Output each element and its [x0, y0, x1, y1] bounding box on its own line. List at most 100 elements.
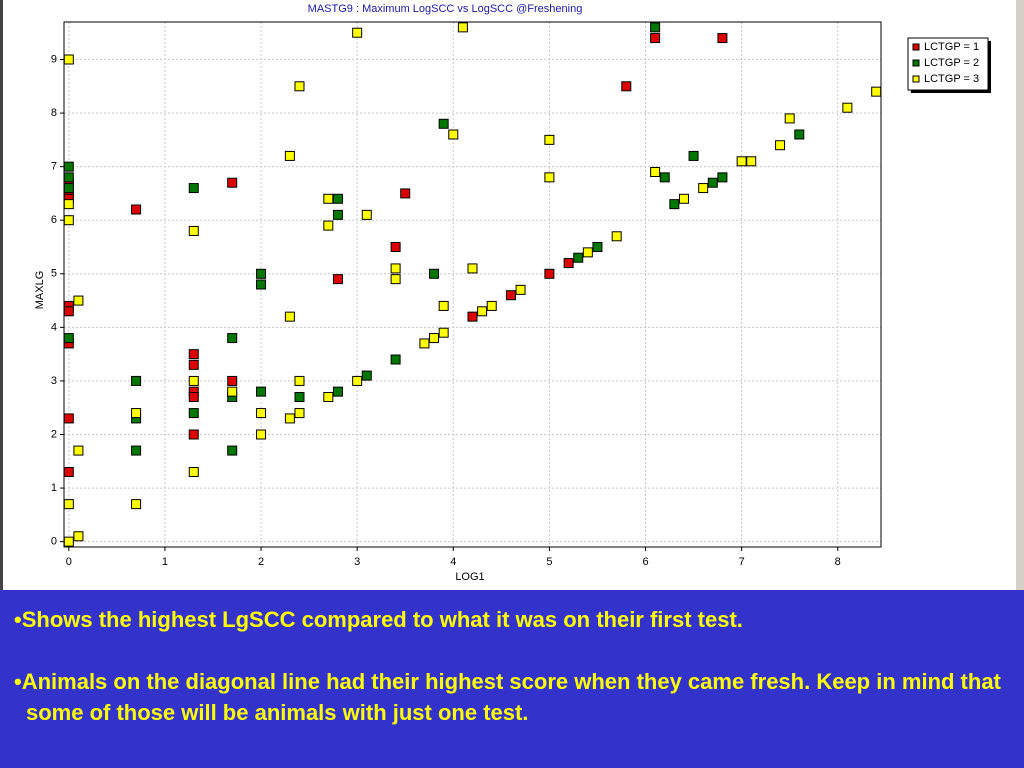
point	[871, 86, 882, 97]
x-tick-label: 5	[546, 556, 552, 568]
point	[323, 392, 334, 402]
point	[188, 349, 199, 360]
point	[63, 215, 74, 226]
y-tick-label: 8	[51, 107, 57, 119]
point	[63, 199, 74, 210]
bullet: •Shows the highest LgSCC compared to wha…	[14, 607, 743, 632]
point	[707, 177, 718, 188]
x-tick-label: 8	[835, 556, 841, 568]
point	[256, 268, 267, 279]
point	[717, 172, 728, 183]
point	[621, 81, 632, 92]
point	[294, 392, 305, 402]
point	[131, 375, 142, 386]
point	[515, 284, 526, 295]
x-tick-label: 0	[66, 556, 72, 568]
point	[352, 27, 363, 38]
point	[842, 102, 853, 113]
point	[659, 172, 670, 183]
y-tick-label: 3	[51, 375, 57, 387]
point	[256, 386, 267, 397]
point	[227, 375, 238, 386]
point	[188, 183, 199, 194]
point	[544, 134, 555, 145]
notes: •Shows the highest LgSCC compared to wha…	[8, 604, 1013, 759]
legend-label: LCTGP = 2	[924, 57, 979, 69]
point	[438, 327, 449, 338]
point	[746, 156, 757, 167]
point	[775, 140, 786, 151]
point	[544, 172, 555, 183]
point	[323, 193, 334, 204]
point	[188, 375, 199, 386]
point	[486, 300, 497, 311]
point	[592, 242, 603, 252]
window-edge	[0, 0, 3, 590]
point	[294, 408, 305, 419]
point	[227, 333, 238, 344]
point	[294, 375, 305, 386]
legend-swatch	[912, 43, 920, 51]
point	[390, 263, 401, 274]
point	[63, 306, 74, 317]
point	[256, 279, 267, 290]
x-tick-label: 4	[450, 556, 456, 568]
point	[188, 225, 199, 236]
y-tick-label: 0	[51, 536, 57, 548]
point	[477, 306, 488, 317]
point	[323, 220, 334, 231]
point	[294, 81, 305, 92]
legend-swatch	[912, 59, 920, 67]
point	[284, 311, 295, 322]
point	[188, 392, 199, 402]
point	[332, 209, 343, 220]
point	[717, 33, 728, 44]
window-edge	[1016, 0, 1024, 590]
point	[361, 370, 372, 381]
point	[563, 258, 574, 269]
point	[332, 386, 343, 397]
point	[390, 354, 401, 365]
point	[611, 231, 622, 242]
point	[63, 333, 74, 344]
point	[188, 359, 199, 370]
plot-frame	[63, 21, 882, 548]
point	[429, 333, 440, 344]
x-axis-label: LOG1	[455, 571, 484, 583]
bullet: •Animals on the diagonal line had their …	[14, 669, 1001, 725]
x-tick-label: 2	[258, 556, 264, 568]
point	[390, 242, 401, 252]
point	[698, 183, 709, 194]
chart: MASTG9 : Maximum LogSCC vs LogSCC @Fresh…	[0, 0, 1024, 590]
point	[650, 22, 661, 33]
x-tick-label: 6	[642, 556, 648, 568]
point	[784, 113, 795, 124]
point	[332, 193, 343, 204]
x-tick-label: 3	[354, 556, 360, 568]
point	[73, 295, 84, 306]
point	[332, 274, 343, 285]
point	[438, 118, 449, 129]
y-tick-label: 2	[51, 428, 57, 440]
point	[429, 268, 440, 279]
y-tick-label: 9	[51, 53, 57, 65]
point	[650, 33, 661, 44]
point	[63, 499, 74, 510]
point	[63, 536, 74, 547]
point	[131, 499, 142, 510]
point	[448, 129, 459, 140]
point	[63, 183, 74, 194]
point	[467, 311, 478, 322]
point	[400, 188, 411, 199]
point	[457, 22, 468, 33]
point	[688, 150, 699, 161]
point	[63, 161, 74, 172]
legend	[907, 37, 989, 91]
y-tick-label: 7	[51, 161, 57, 173]
point	[227, 445, 238, 456]
point	[505, 290, 516, 301]
y-tick-label: 6	[51, 214, 57, 226]
point	[73, 531, 84, 542]
point	[131, 445, 142, 456]
